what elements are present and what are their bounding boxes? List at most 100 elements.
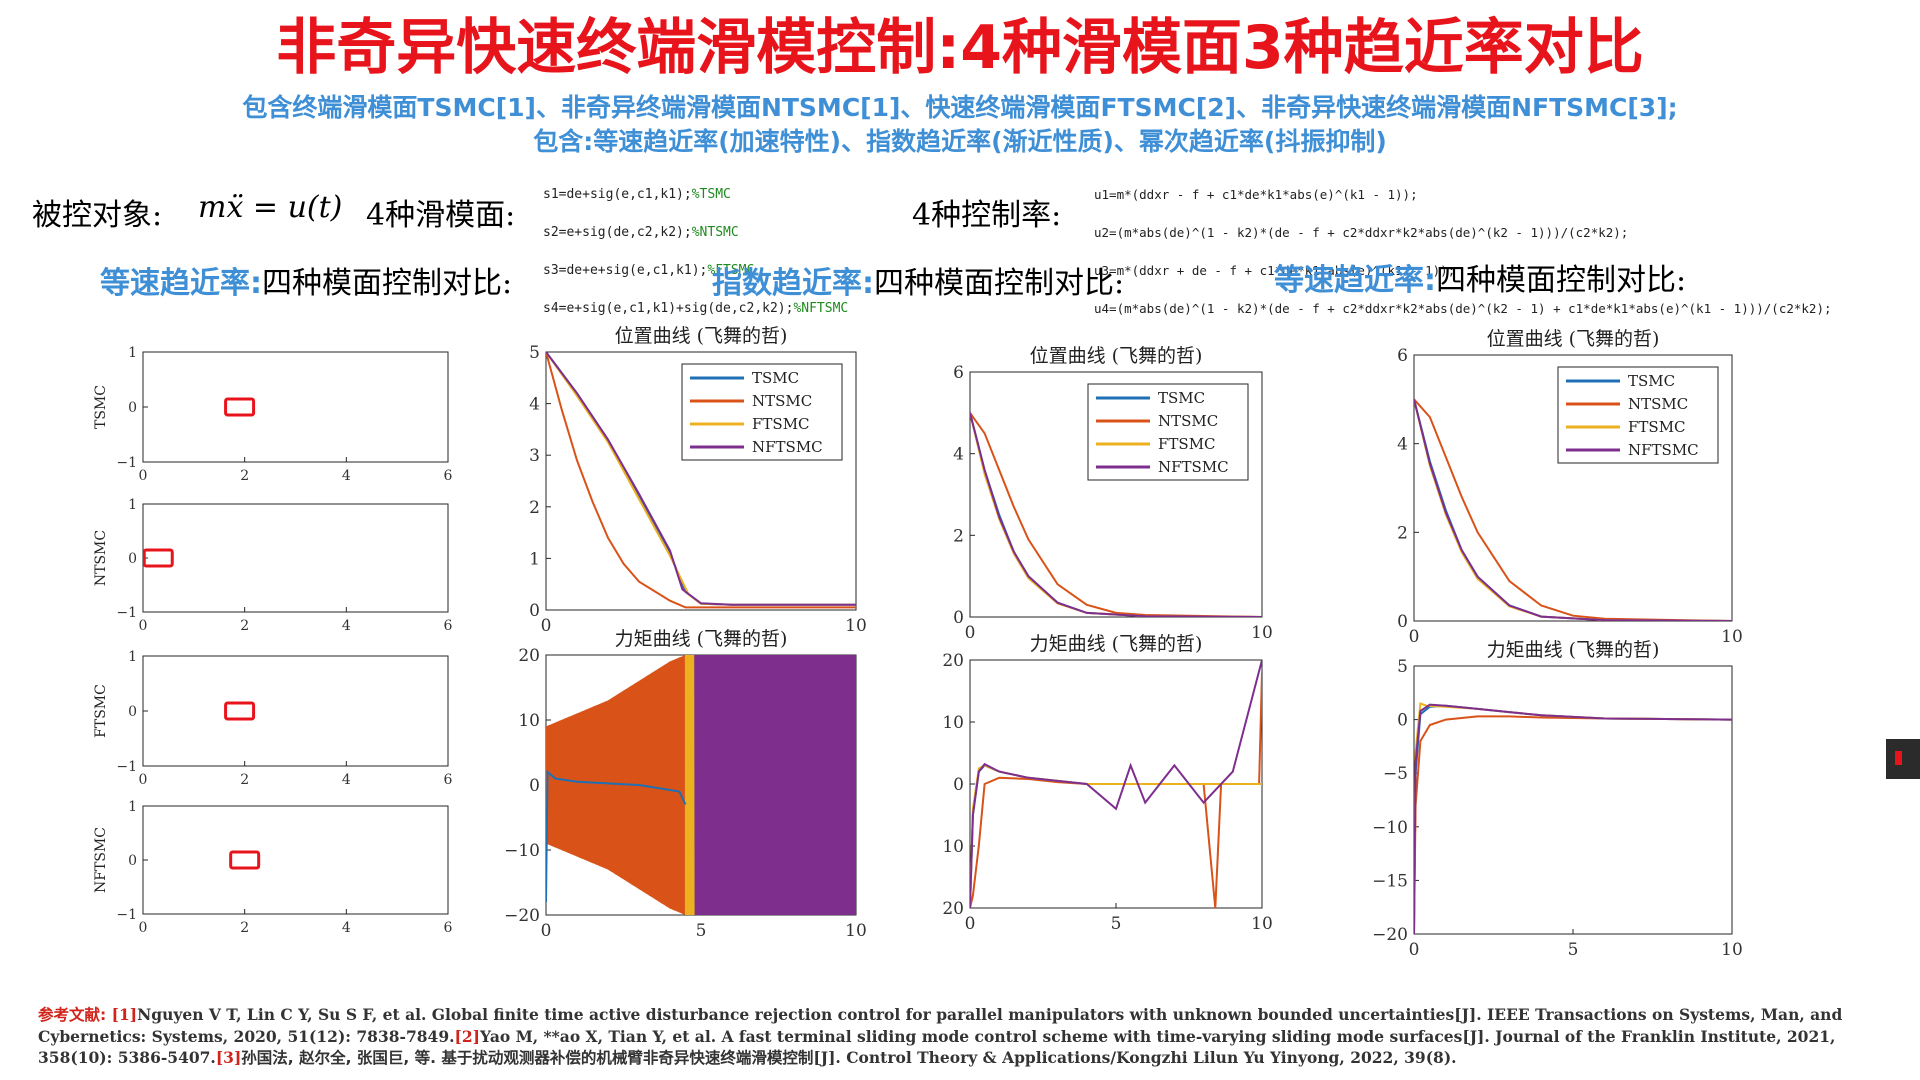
code-text: s3=de+e+sig(e,c1,k1);	[543, 263, 708, 278]
y-tick-label: 2	[1397, 523, 1408, 543]
code-text: s4=e+sig(e,c1,k1)+sig(de,c2,k2);	[543, 301, 794, 316]
chart-panel-10: 0 5 10 −20 −15 −10 −5 0 5 力矩曲线 (飞舞的哲)	[1372, 639, 1743, 960]
subtitle-reaching-laws: 包含:等速趋近率(加速特性)、指数趋近率(渐近性质)、幂次趋近率(抖振抑制)	[533, 127, 1387, 156]
plot-area	[229, 850, 261, 870]
chart-panel-5: 0 10 0 1 2 3 4 5 位置曲线 (飞舞的哲) TSMC NTSMC FTSMC NFTSMC	[529, 325, 867, 636]
legend-label: NFTSMC	[752, 438, 823, 456]
subtitle-ref: [1]	[860, 93, 901, 122]
code-comment: %FTSMC	[707, 263, 755, 278]
surface-line: s4=e+sig(e,c1,k1)+sig(de,c2,k2);%NFTSMC	[543, 299, 848, 318]
y-tick-label: −10	[504, 841, 540, 861]
control-law-line: u1=m*(ddxr - f + c1*de*k1*abs(e)^(k1 - 1…	[1094, 187, 1418, 202]
x-tick-label: 10	[1721, 627, 1743, 647]
y-tick-label: 4	[953, 445, 964, 465]
series-band-nftsmc	[694, 655, 856, 915]
surfaces-label: 4种滑模面:	[366, 198, 516, 233]
series-line-nftsmc	[970, 412, 1262, 617]
subtitle-ref: [3]	[1627, 93, 1668, 122]
y-tick-label: 0	[953, 775, 964, 795]
subtitle-ref: [2]	[1195, 93, 1237, 122]
reference-text: [J]. Control Theory & Applications/Kongz…	[813, 1048, 1457, 1067]
surface-line: s1=de+sig(e,c1,k1);%TSMC	[543, 185, 848, 204]
x-tick-label: 4	[342, 920, 351, 936]
x-tick-label: 0	[541, 921, 552, 941]
chart-title: 力矩曲线 (飞舞的哲)	[615, 628, 788, 650]
legend-label: NTSMC	[1158, 412, 1218, 430]
y-tick-label: 2	[953, 526, 964, 546]
x-tick-label: 10	[1721, 940, 1743, 960]
subtitle-part: 、非奇异快速终端滑模面	[1236, 93, 1512, 122]
y-tick-label: 0	[529, 601, 540, 621]
x-tick-label: 5	[696, 921, 707, 941]
series-line-nftsmc	[1414, 399, 1732, 621]
y-tick-label: −20	[1372, 925, 1408, 945]
side-panel-toggle[interactable]	[1886, 739, 1920, 779]
x-tick-label: 2	[240, 920, 249, 936]
x-tick-label: 6	[444, 920, 453, 936]
phase-marker	[224, 397, 256, 417]
section-label-blue: 等速趋近率:	[100, 266, 262, 301]
chart-panel-7: 0 10 0 2 4 6 位置曲线 (飞舞的哲) TSMC NTSMC FTSMC NFTSMC	[953, 345, 1273, 643]
section-label-black: 四种模面控制对比:	[874, 266, 1125, 301]
series-line-ntsmc	[546, 352, 856, 609]
legend: TSMC NTSMC FTSMC NFTSMC	[1087, 383, 1249, 481]
code-comment: %NFTSMC	[793, 301, 849, 316]
y-tick-label: 0	[128, 853, 137, 869]
legend-label: TSMC	[1628, 372, 1675, 390]
y-tick-label: 0	[1397, 711, 1408, 731]
y-tick-label: 20	[942, 651, 964, 671]
series-line-ntsmc	[970, 412, 1262, 617]
y-tick-label: 1	[128, 345, 137, 361]
reference-key: [3]	[215, 1048, 242, 1067]
series-line-ntsmc	[1414, 398, 1732, 621]
y-tick-label: 1	[128, 799, 137, 815]
x-tick-label: 2	[240, 618, 249, 634]
legend: TSMC NTSMC FTSMC NFTSMC	[681, 363, 843, 461]
section-label-1: 等速趋近率:四种模面控制对比:	[100, 258, 512, 302]
subtitle-part: 包含终端滑模面	[242, 93, 418, 122]
y-tick-label: 0	[128, 400, 137, 416]
x-tick-label: 10	[845, 921, 867, 941]
plant-label: 被控对象:	[32, 198, 163, 233]
y-tick-label: −1	[116, 455, 137, 471]
chart-title: 位置曲线 (飞舞的哲)	[1487, 328, 1660, 350]
subtitle-part: TSMC	[417, 93, 496, 122]
y-tick-label: −5	[1383, 764, 1408, 784]
y-tick-label: 2	[529, 498, 540, 518]
y-tick-label: 10	[518, 711, 540, 731]
plot-frame	[142, 503, 449, 613]
surface-line: s2=e+sig(de,c2,k2);%NTSMC	[543, 223, 848, 242]
reference-key: [2]	[454, 1027, 480, 1046]
series-line-ntsmc	[1414, 715, 1732, 934]
reference-text: Yao M, **ao X, Tian Y, et al. A fast ter…	[38, 1027, 1836, 1067]
reference-text: Nguyen V T, Lin C Y, Su S F, et al. Glob…	[38, 1005, 1843, 1046]
y-tick-label: 20	[942, 899, 964, 919]
plot-area	[546, 655, 856, 915]
plot-area	[970, 660, 1262, 908]
x-tick-label: 0	[965, 623, 976, 643]
y-tick-label: −20	[504, 906, 540, 926]
legend-label: FTSMC	[1158, 435, 1216, 453]
series-line-nftsmc	[1414, 703, 1732, 934]
chart-panel-9: 0 10 0 2 4 6 位置曲线 (飞舞的哲) TSMC NTSMC FTSMC NFTSMC	[1397, 328, 1743, 647]
chart-title: 力矩曲线 (飞舞的哲)	[1030, 633, 1203, 655]
x-tick-label: 10	[1251, 623, 1273, 643]
phase-marker	[224, 701, 256, 721]
series-band-ntsmc	[546, 655, 687, 915]
chart-title: 位置曲线 (飞舞的哲)	[615, 325, 788, 347]
y-tick-label: 3	[529, 446, 540, 466]
y-tick-label: 1	[128, 497, 137, 513]
control-law-line: u4=(m*abs(de)^(1 - k2)*(de - f + c2*ddxr…	[1094, 301, 1832, 316]
phase-marker	[143, 548, 174, 568]
subtitle-part: NTSMC	[760, 93, 861, 122]
y-tick-label: 6	[953, 363, 964, 383]
x-tick-label: 4	[342, 468, 351, 484]
x-tick-label: 4	[342, 772, 351, 788]
y-axis-label: TSMC	[93, 385, 109, 429]
plot-area	[1414, 398, 1732, 621]
x-tick-label: 0	[139, 618, 148, 634]
legend-box	[1087, 383, 1249, 481]
page-title: 非奇异快速终端滑模控制:4种滑模面3种趋近率对比	[276, 13, 1644, 83]
